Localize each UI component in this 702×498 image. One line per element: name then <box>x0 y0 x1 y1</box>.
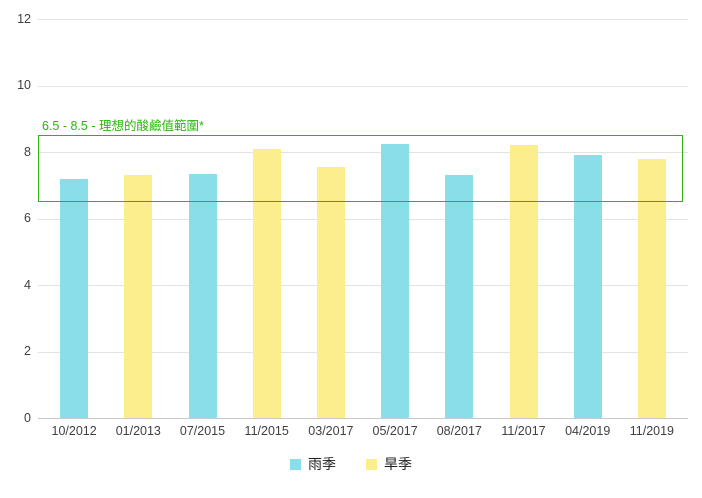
bar-01-2013[interactable] <box>124 175 153 418</box>
bar-11-2015[interactable] <box>252 148 281 418</box>
y-axis-tick-label: 12 <box>17 11 31 26</box>
legend-label: 雨季 <box>308 456 336 472</box>
gridline <box>38 351 688 353</box>
gridline <box>38 218 688 220</box>
y-axis-tick-label: 2 <box>24 344 31 358</box>
legend-swatch-icon <box>366 458 377 470</box>
gridline <box>38 152 688 153</box>
y-axis-tick-label: 8 <box>24 144 31 159</box>
x-axis-category-label: 05/2017 <box>372 424 418 438</box>
x-axis-category-label: 10/2012 <box>51 424 97 438</box>
x-axis-category-label: 08/2017 <box>436 424 482 438</box>
x-axis-category-label: 03/2017 <box>308 424 354 438</box>
gridline <box>38 19 688 20</box>
bar-04-2019[interactable] <box>573 155 602 418</box>
gridline <box>38 285 688 286</box>
x-axis-category-label: 11/2019 <box>629 424 675 438</box>
gridline <box>38 85 688 87</box>
y-axis-tick-label: 4 <box>24 277 31 292</box>
bar-05-2017[interactable] <box>381 143 410 418</box>
x-axis-category-label: 04/2019 <box>565 424 611 438</box>
x-axis-category-label: 11/2015 <box>244 424 289 438</box>
x-axis-category-label: 01/2013 <box>115 424 161 438</box>
legend-item-rainy-season[interactable]: 雨季 <box>290 454 336 474</box>
y-axis-tick-label: 0 <box>24 410 31 425</box>
bar-10-2012[interactable] <box>60 178 89 418</box>
bar-03-2017[interactable] <box>316 166 345 418</box>
bar-08-2017[interactable] <box>445 175 474 418</box>
x-axis-category-label: 07/2015 <box>179 424 226 438</box>
chart-legend: 雨季 旱季 <box>0 454 702 474</box>
y-axis-tick-label: 6 <box>24 211 31 225</box>
ideal-ph-range-box <box>38 135 683 202</box>
bar-07-2015[interactable] <box>188 173 217 418</box>
ideal-ph-range-label: 6.5 - 8.5 - 理想的酸鹼值範圍* <box>42 119 204 133</box>
y-axis-tick-label: 10 <box>17 78 31 92</box>
x-axis-baseline <box>38 418 688 419</box>
bar-11-2017[interactable] <box>509 145 538 418</box>
legend-item-dry-season[interactable]: 旱季 <box>366 454 412 474</box>
legend-swatch-icon <box>290 458 301 470</box>
legend-label: 旱季 <box>384 456 412 472</box>
x-axis-category-label: 11/2017 <box>501 424 546 438</box>
